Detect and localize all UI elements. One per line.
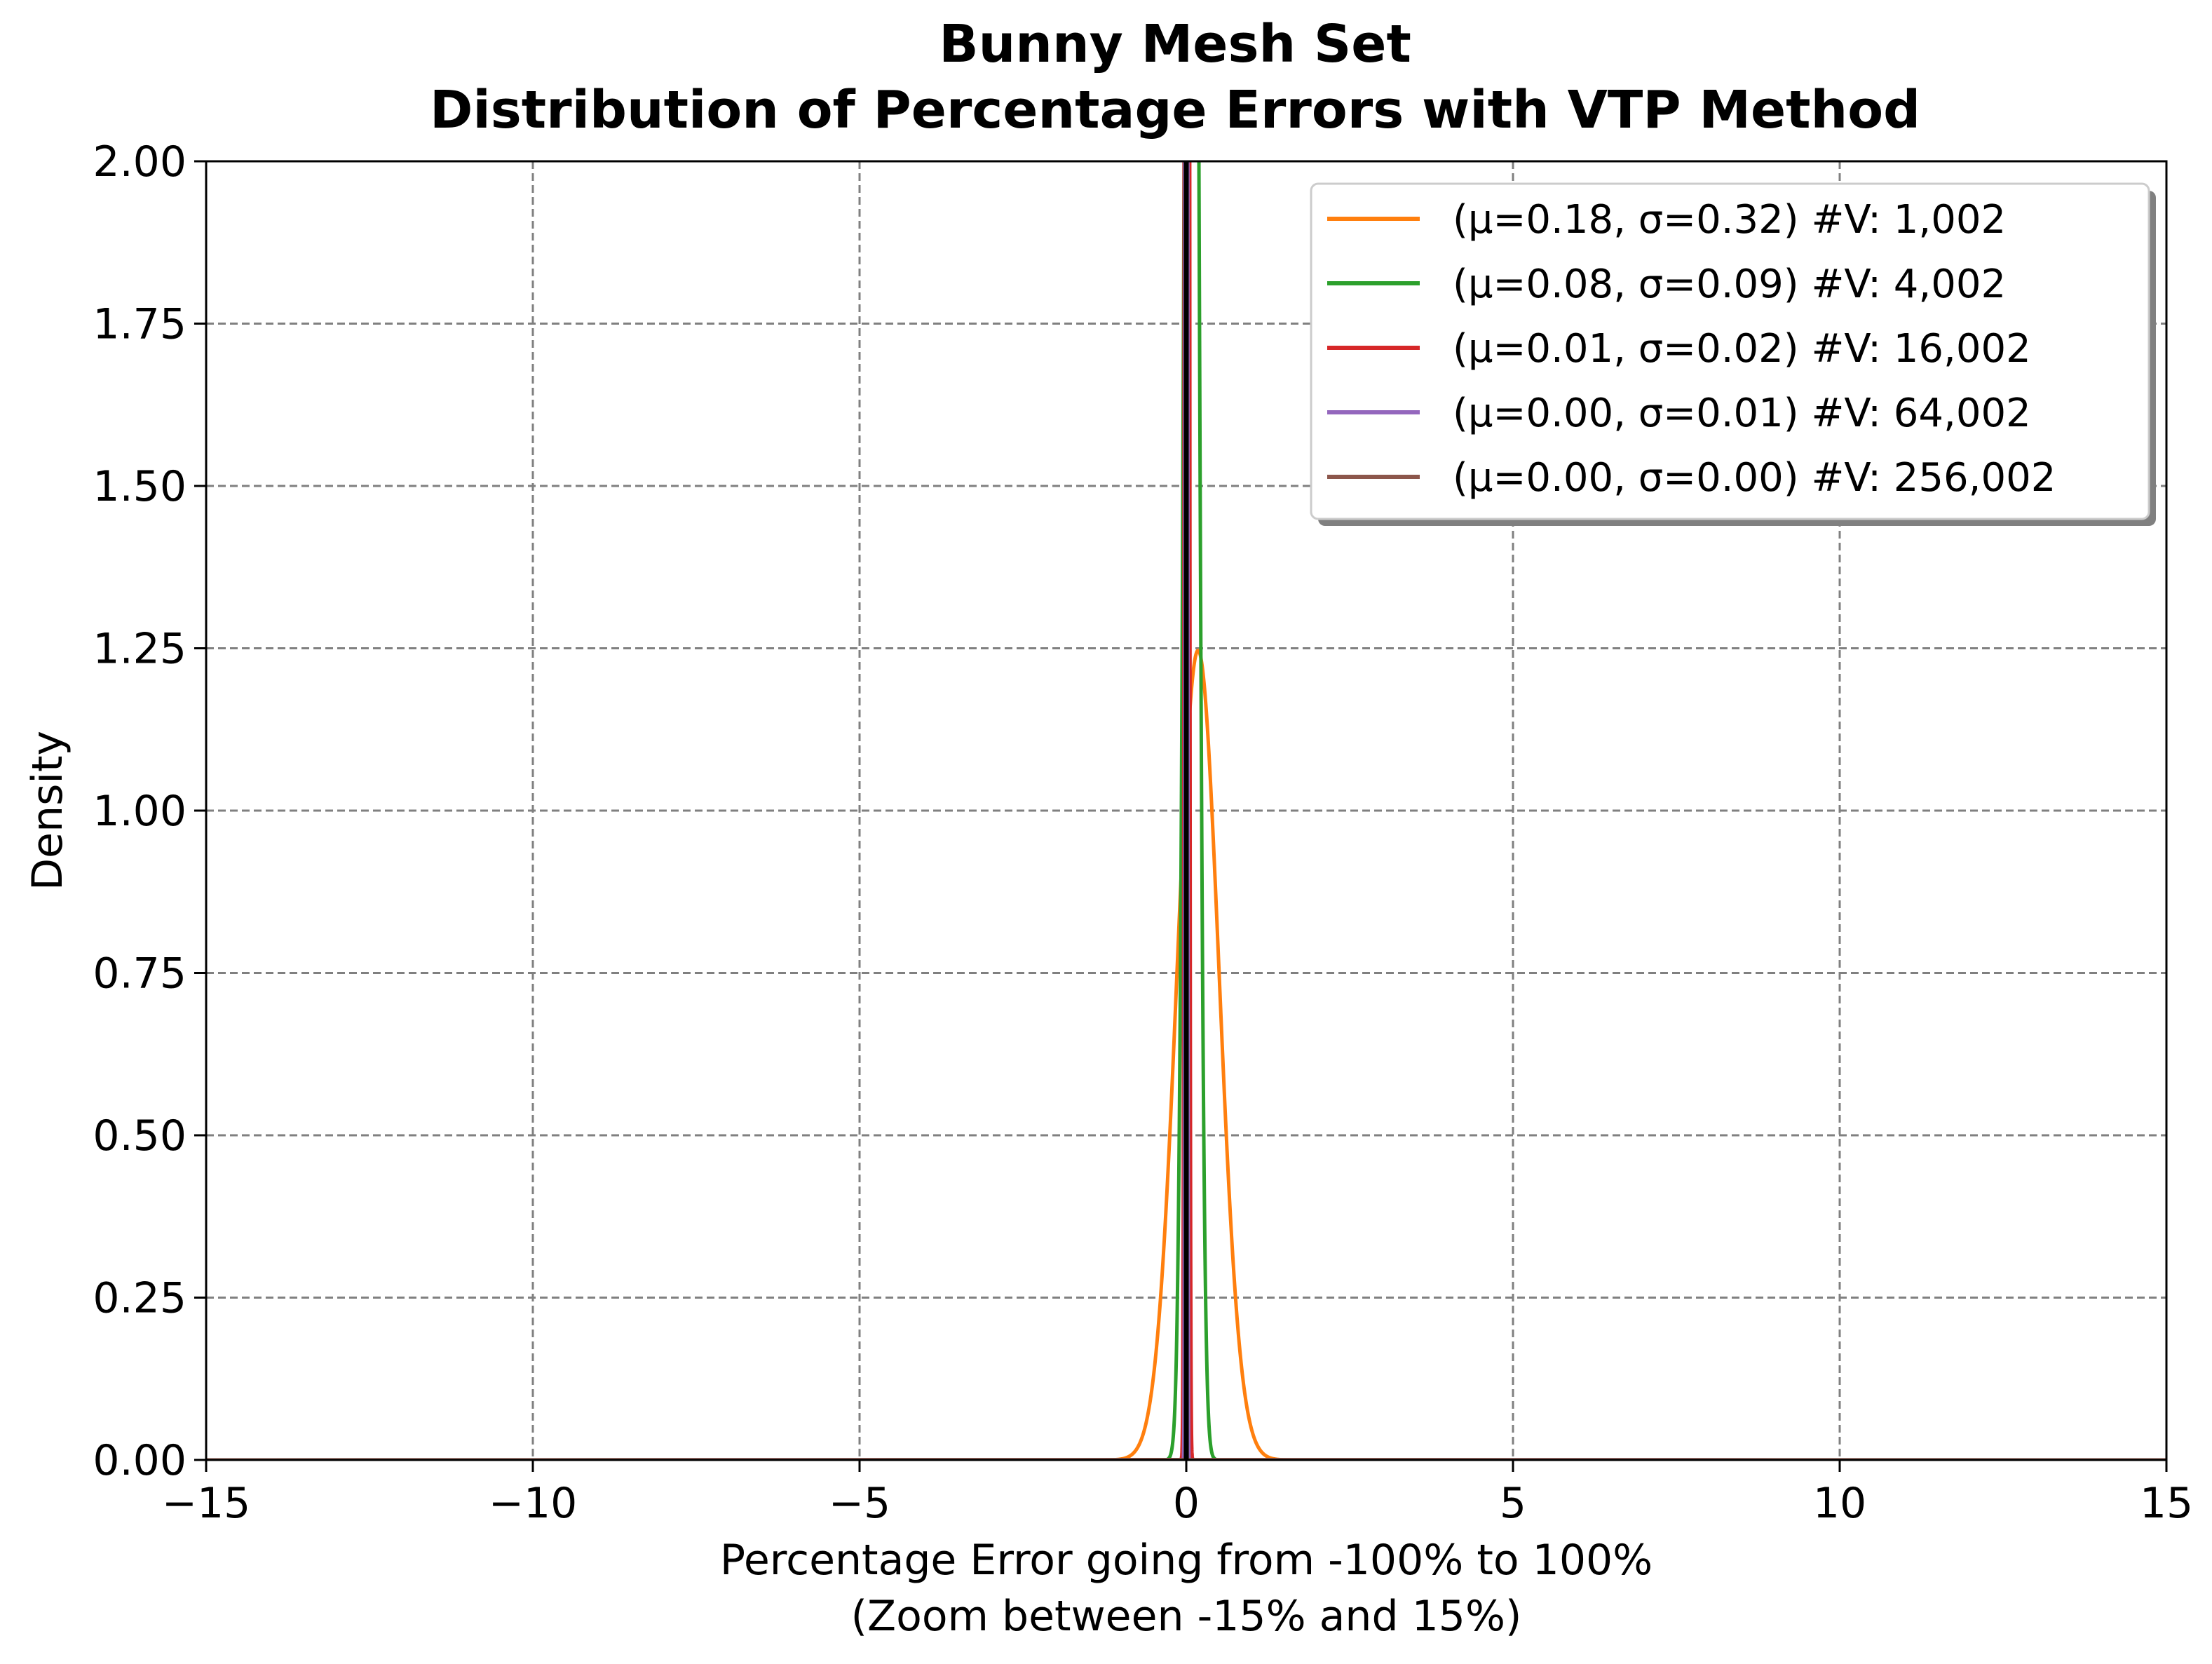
series-curves (206, 161, 2166, 1460)
x-axis-ticks: −15 −10 −5 0 5 10 15 (162, 1460, 2193, 1528)
y-tick-label: 1.75 (93, 300, 186, 349)
legend-label: (μ=0.08, σ=0.09) #V: 4,002 (1453, 262, 2006, 307)
x-tick-label: 10 (1813, 1479, 1866, 1528)
legend-entries: (μ=0.18, σ=0.32) #V: 1,002 (μ=0.08, σ=0.0… (1327, 197, 2056, 501)
x-tick-label: 5 (1500, 1479, 1526, 1528)
y-tick-label: 2.00 (93, 137, 186, 187)
chart-title: Bunny Mesh Set (939, 14, 1411, 74)
legend-box (1310, 182, 2150, 520)
y-tick-label: 1.50 (93, 462, 186, 511)
legend-label: (μ=0.01, σ=0.02) #V: 16,002 (1453, 326, 2031, 372)
series-line-2 (206, 161, 2166, 1460)
legend-label: (μ=0.18, σ=0.32) #V: 1,002 (1453, 197, 2006, 243)
x-tick-label: 15 (2140, 1479, 2193, 1528)
y-tick-label: 0.75 (93, 949, 186, 999)
legend: (μ=0.18, σ=0.32) #V: 1,002 (μ=0.08, σ=0.0… (1310, 182, 2156, 526)
legend-label: (μ=0.00, σ=0.01) #V: 64,002 (1453, 391, 2031, 436)
y-tick-label: 0.25 (93, 1274, 186, 1323)
x-tick-label: −10 (489, 1479, 578, 1528)
x-tick-label: 0 (1173, 1479, 1200, 1528)
y-tick-label: 0.00 (93, 1436, 186, 1485)
x-tick-label: −5 (829, 1479, 890, 1528)
y-axis-ticks: 0.00 0.25 0.50 0.75 1.00 1.25 1.50 1.75 2.00 (93, 137, 206, 1485)
legend-label: (μ=0.00, σ=0.00) #V: 256,002 (1453, 455, 2056, 501)
y-tick-label: 0.50 (93, 1111, 186, 1161)
y-axis-label: Density (23, 731, 72, 891)
y-tick-label: 1.00 (93, 787, 186, 836)
series-line-1 (206, 649, 2166, 1460)
x-axis-label: Percentage Error going from -100% to 100… (720, 1536, 1653, 1585)
chart-subtitle: Distribution of Percentage Errors with V… (430, 80, 1920, 140)
x-tick-label: −15 (162, 1479, 251, 1528)
y-tick-label: 1.25 (93, 625, 186, 674)
x-axis-sublabel: (Zoom between -15% and 15%) (851, 1592, 1522, 1641)
